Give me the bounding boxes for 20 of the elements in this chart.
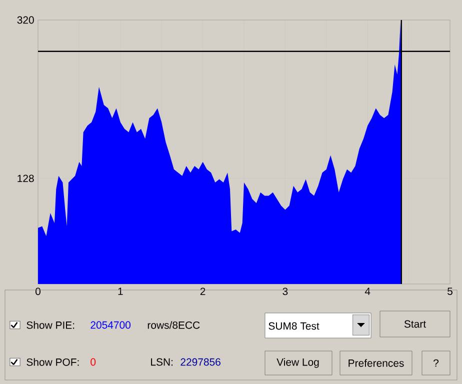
text: Start: [404, 320, 426, 328]
text: 2297856: [180, 358, 220, 366]
x-tick-label: 4: [364, 288, 370, 295]
y-tick-label: 128: [18, 174, 34, 182]
x-tick-label: 0: [36, 288, 40, 296]
x-tick-label: 1: [118, 288, 123, 295]
text: rows/8ECC: [148, 321, 200, 329]
text: LSN:: [151, 358, 173, 366]
x-tick-label: 3: [282, 288, 288, 296]
y-tick-label: 320: [17, 16, 34, 24]
text: Show POF:: [26, 358, 79, 366]
x-tick-label: 2: [200, 288, 206, 295]
text: 0: [90, 358, 96, 366]
text: SUM8 Test: [268, 322, 320, 330]
text: Preferences: [348, 359, 404, 367]
text: ?: [434, 359, 439, 367]
text: 2054700: [90, 321, 131, 329]
text: Show PIE:: [26, 321, 74, 329]
x-tick-label: 5: [448, 288, 452, 295]
text: View Log: [276, 358, 319, 368]
